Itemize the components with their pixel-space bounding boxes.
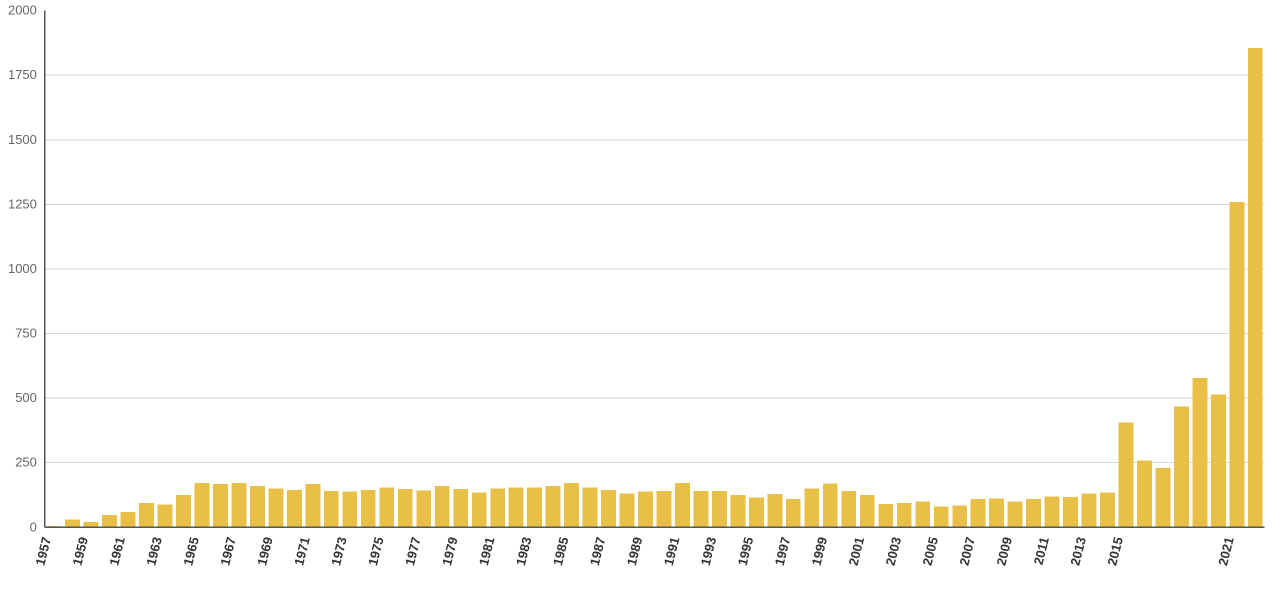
svg-text:1000: 1000: [8, 261, 37, 276]
svg-text:250: 250: [15, 455, 37, 470]
svg-text:2015: 2015: [1104, 535, 1126, 567]
svg-text:1975: 1975: [365, 535, 387, 567]
svg-text:1750: 1750: [8, 67, 37, 82]
svg-text:1973: 1973: [328, 535, 350, 567]
svg-text:1967: 1967: [217, 535, 239, 567]
svg-text:1250: 1250: [8, 196, 37, 211]
svg-text:1959: 1959: [69, 535, 91, 567]
svg-text:1961: 1961: [106, 535, 128, 567]
svg-text:1963: 1963: [143, 535, 165, 567]
svg-text:1500: 1500: [8, 132, 37, 147]
svg-text:2011: 2011: [1031, 535, 1052, 566]
svg-text:1987: 1987: [587, 535, 609, 567]
svg-text:2013: 2013: [1067, 535, 1089, 567]
svg-text:500: 500: [15, 390, 37, 405]
svg-text:0: 0: [30, 519, 37, 534]
svg-text:1983: 1983: [513, 535, 535, 567]
svg-text:1989: 1989: [624, 535, 646, 567]
svg-text:2007: 2007: [956, 535, 978, 567]
svg-text:1979: 1979: [439, 535, 461, 567]
svg-text:750: 750: [15, 326, 37, 341]
svg-text:1969: 1969: [254, 535, 276, 567]
svg-text:1995: 1995: [735, 535, 757, 567]
svg-text:1977: 1977: [402, 535, 424, 567]
svg-text:1985: 1985: [550, 535, 572, 567]
svg-text:1999: 1999: [809, 535, 831, 567]
svg-text:2000: 2000: [8, 3, 37, 18]
svg-text:1993: 1993: [698, 535, 720, 567]
svg-text:2021: 2021: [1215, 535, 1237, 567]
svg-text:1957: 1957: [32, 535, 54, 567]
svg-text:2005: 2005: [920, 535, 942, 567]
svg-text:2001: 2001: [846, 535, 868, 567]
svg-text:1997: 1997: [772, 535, 794, 567]
svg-text:2003: 2003: [883, 535, 905, 567]
svg-text:2009: 2009: [993, 535, 1015, 567]
svg-text:1991: 1991: [661, 535, 683, 567]
svg-text:1965: 1965: [180, 535, 202, 567]
svg-text:1971: 1971: [291, 535, 313, 567]
svg-text:1981: 1981: [476, 535, 498, 567]
